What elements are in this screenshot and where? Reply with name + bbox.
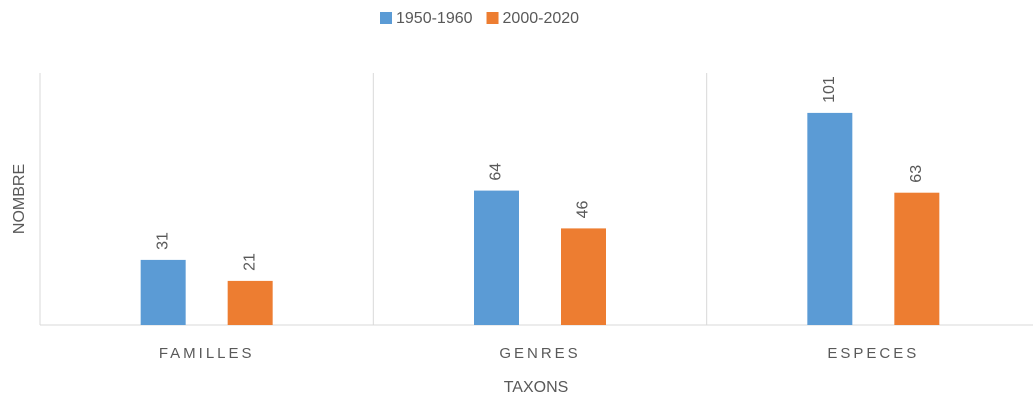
data-label: 63 <box>908 165 925 183</box>
data-label: 31 <box>154 232 171 250</box>
y-axis-title: NOMBRE <box>11 164 28 234</box>
bar <box>140 259 186 325</box>
legend-swatch <box>380 12 392 24</box>
legend-label: 2000-2020 <box>503 10 580 27</box>
data-label: 101 <box>821 76 838 103</box>
x-tick-label: ESPECES <box>827 345 919 362</box>
legend-label: 1950-1960 <box>396 10 473 27</box>
bar <box>474 190 519 325</box>
bar <box>227 280 273 325</box>
data-label: 64 <box>488 163 505 181</box>
bar <box>807 112 853 326</box>
x-tick-label: GENRES <box>499 345 580 362</box>
data-label: 21 <box>241 253 258 271</box>
bar <box>894 192 940 325</box>
x-axis-title: TAXONS <box>504 379 569 396</box>
bar <box>561 228 606 325</box>
data-label: 46 <box>575 201 592 219</box>
legend-swatch <box>486 12 499 24</box>
x-tick-label: FAMILLES <box>159 345 255 362</box>
